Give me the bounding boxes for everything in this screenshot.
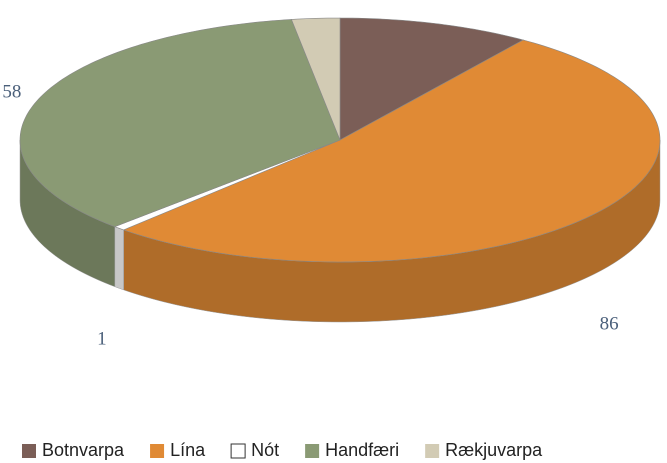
legend-swatch — [150, 444, 165, 458]
legend-swatch — [305, 444, 320, 458]
legend-label: Nót — [251, 440, 279, 460]
legend-swatch — [22, 444, 36, 458]
value-label: 16 — [434, 0, 453, 4]
slice-side — [114, 226, 124, 291]
legend-label: Botnvarpa — [42, 440, 125, 460]
legend-swatch — [230, 443, 246, 459]
legend-swatch — [425, 444, 440, 458]
value-label: 58 — [2, 81, 21, 102]
slice — [339, 17, 524, 141]
slice — [291, 17, 341, 141]
slice — [19, 19, 341, 227]
slice — [122, 39, 661, 263]
legend-label: Lína — [170, 440, 206, 460]
legend-label: Rækjuvarpa — [445, 440, 543, 460]
legend-label: Handfæri — [325, 440, 399, 460]
value-label: 86 — [600, 313, 619, 334]
value-label: 1 — [97, 328, 107, 349]
